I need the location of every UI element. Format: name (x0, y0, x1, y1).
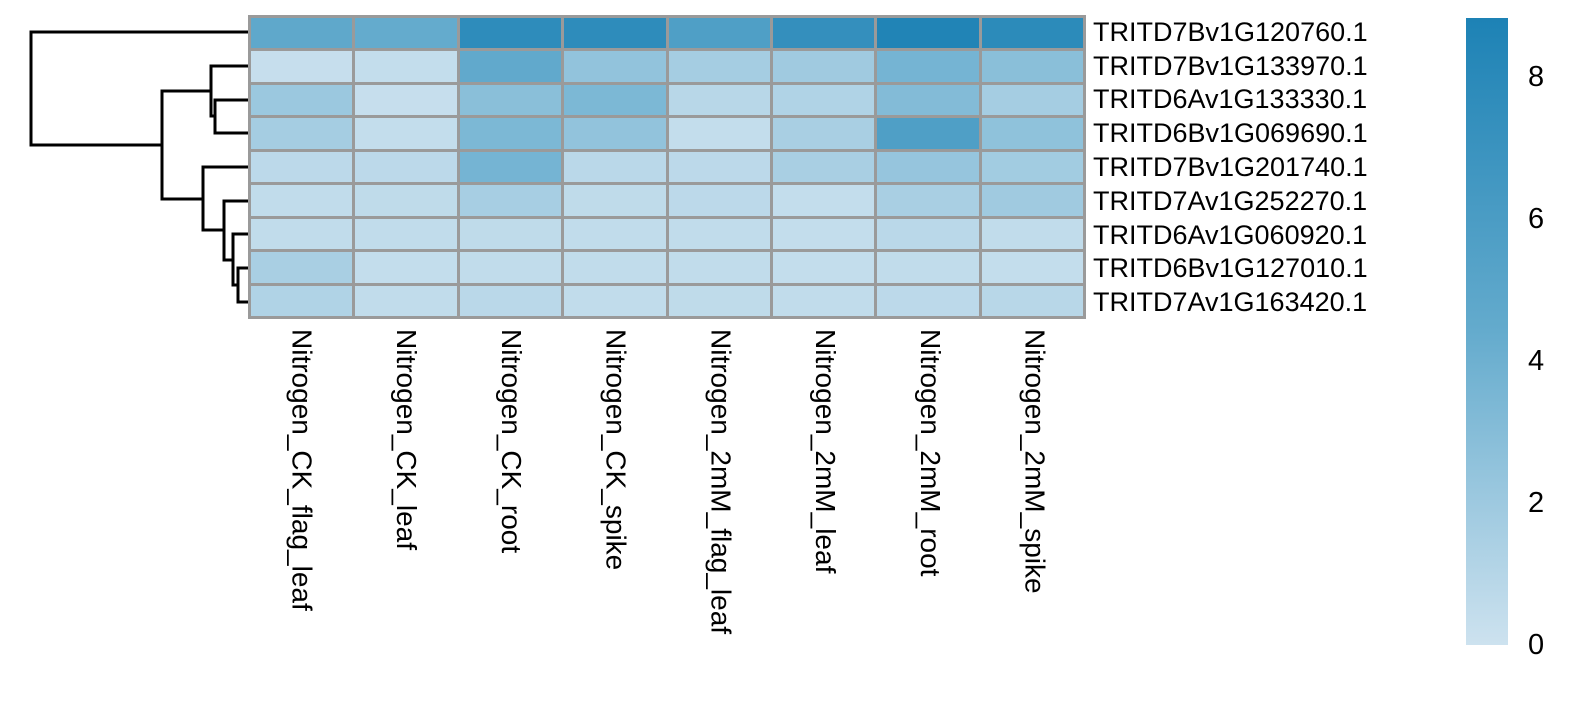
heatmap-cell (564, 285, 666, 316)
heatmap-cell (459, 18, 562, 49)
heatmap-cell (877, 84, 979, 116)
heatmap-cell (772, 118, 875, 149)
heatmap-cell (981, 185, 1083, 216)
heatmap-cell (459, 218, 562, 250)
row-label: TRITD6Bv1G127010.1 (1093, 253, 1368, 284)
heatmap-cell (459, 252, 562, 283)
heatmap-cell (877, 51, 979, 82)
heatmap-cell (459, 51, 562, 82)
heatmap-cell (355, 285, 457, 316)
heatmap-cell (877, 185, 979, 216)
colorbar-tick-label: 0 (1528, 629, 1545, 661)
heatmap-cell (877, 18, 979, 49)
heatmap-cell (251, 18, 353, 49)
heatmap-cell (355, 218, 457, 250)
heatmap-cell (772, 185, 875, 216)
heatmap-cell (459, 285, 562, 316)
heatmap-cell (772, 84, 875, 116)
heatmap-cell (981, 118, 1083, 149)
heatmap-cell (564, 84, 666, 116)
heatmap-cell (877, 218, 979, 250)
colorbar-tick-label: 6 (1528, 202, 1545, 235)
column-label: Nitrogen_CK_leaf (391, 329, 423, 551)
heatmap-cell (981, 285, 1083, 316)
heatmap-cell (772, 151, 875, 183)
heatmap-cell (668, 51, 770, 82)
column-label: Nitrogen_CK_spike (600, 329, 632, 571)
heatmap-cell (668, 218, 770, 250)
heatmap-cell (355, 84, 457, 116)
heatmap-cell (668, 18, 770, 49)
row-label: TRITD6Av1G133330.1 (1093, 84, 1368, 115)
heatmap-cell (668, 151, 770, 183)
heatmap-cell (772, 285, 875, 316)
heatmap-cell (355, 18, 457, 49)
heatmap-cell (355, 185, 457, 216)
heatmap-cell (564, 118, 666, 149)
heatmap-cell (564, 218, 666, 250)
heatmap-cell (772, 18, 875, 49)
heatmap-cell (772, 51, 875, 82)
heatmap-cell (355, 118, 457, 149)
column-label: Nitrogen_2mM_leaf (810, 329, 842, 574)
heatmap-cell (251, 218, 353, 250)
heatmap-cell (668, 118, 770, 149)
heatmap-cell (877, 151, 979, 183)
heatmap-cell (981, 18, 1083, 49)
heatmap-cell (981, 151, 1083, 183)
heatmap-cell (668, 84, 770, 116)
heatmap-cell (355, 252, 457, 283)
heatmap-cell (981, 252, 1083, 283)
column-label: Nitrogen_2mM_spike (1019, 329, 1051, 594)
row-label: TRITD6Av1G060920.1 (1093, 219, 1368, 250)
column-label: Nitrogen_CK_flag_leaf (286, 329, 318, 611)
row-label: TRITD6Bv1G069690.1 (1093, 118, 1368, 149)
colorbar-gradient (1466, 18, 1508, 645)
heatmap-cell (251, 84, 353, 116)
heatmap-cell (459, 118, 562, 149)
column-label: Nitrogen_2mM_flag_leaf (705, 329, 737, 635)
heatmap-cell (981, 51, 1083, 82)
row-label: TRITD7Bv1G133970.1 (1093, 50, 1368, 81)
heatmap-cell (459, 84, 562, 116)
heatmap-cell (251, 151, 353, 183)
heatmap-cell (355, 151, 457, 183)
heatmap-cell (251, 51, 353, 82)
heatmap-cell (459, 151, 562, 183)
heatmap-cell (459, 185, 562, 216)
colorbar-tick-label: 4 (1528, 344, 1545, 377)
column-label: Nitrogen_2mM_root (914, 329, 946, 577)
heatmap-cell (981, 218, 1083, 250)
heatmap-cell (564, 18, 666, 49)
heatmap-cell (668, 185, 770, 216)
heatmap-cell (251, 118, 353, 149)
heatmap-cell (668, 252, 770, 283)
heatmap-cell (877, 118, 979, 149)
heatmap-grid (248, 15, 1086, 319)
row-label: TRITD7Bv1G201740.1 (1093, 152, 1368, 182)
heatmap-cell (251, 285, 353, 316)
heatmap-cell (772, 252, 875, 283)
heatmap-cell (564, 51, 666, 82)
row-label: TRITD7Av1G163420.1 (1093, 287, 1368, 318)
row-label: TRITD7Av1G252270.1 (1093, 185, 1368, 216)
heatmap-cell (564, 151, 666, 183)
heatmap-cell (877, 285, 979, 316)
heatmap-cell (668, 285, 770, 316)
heatmap-cell (251, 252, 353, 283)
heatmap-cell (981, 84, 1083, 116)
colorbar-tick-label: 2 (1528, 486, 1545, 519)
column-label: Nitrogen_CK_root (495, 329, 527, 554)
colorbar-tick-label: 8 (1528, 60, 1545, 93)
heatmap-cell (251, 185, 353, 216)
row-label: TRITD7Bv1G120760.1 (1093, 16, 1368, 47)
heatmap-cell (355, 51, 457, 82)
heatmap-cell (564, 185, 666, 216)
heatmap-cell (877, 252, 979, 283)
heatmap-cell (772, 218, 875, 250)
heatmap-cell (564, 252, 666, 283)
